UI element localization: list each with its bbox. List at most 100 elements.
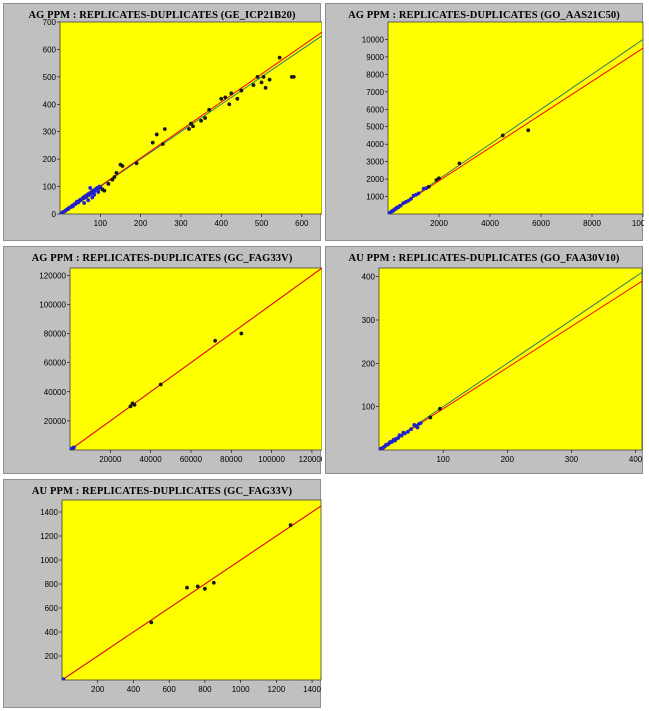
y-tick-label: 3000 <box>366 158 384 167</box>
x-tick-label: 400 <box>215 219 229 228</box>
y-tick-label: 1000 <box>366 193 384 202</box>
x-tick-label: 300 <box>565 455 579 464</box>
y-tick-label: 4000 <box>366 140 384 149</box>
y-tick-label: 6000 <box>366 105 384 114</box>
y-tick-label: 600 <box>45 604 59 613</box>
data-point <box>149 620 154 625</box>
data-point <box>132 402 137 407</box>
data-point <box>203 116 208 120</box>
chart-panel-1: AG PPM : REPLICATES-DUPLICATES (GE_ICP21… <box>3 3 322 241</box>
x-tick-label: 10000 <box>632 219 644 228</box>
x-tick-label: 500 <box>255 219 269 228</box>
data-point <box>437 176 441 181</box>
chart-panel-2: AG PPM : REPLICATES-DUPLICATES (GO_AAS21… <box>325 3 644 241</box>
x-tick-label: 400 <box>127 685 141 694</box>
scatter-chart-ag-aas21c50: 2000 4000 6000 8000 10000 1000 2000 3000 4000 500… <box>362 21 644 228</box>
x-tick-label: 1000 <box>232 685 250 694</box>
x-tick-label: 100 <box>94 219 108 228</box>
y-tick-label: 400 <box>362 273 376 282</box>
plot-area <box>59 21 322 215</box>
data-point <box>120 164 125 168</box>
x-tick-label: 1400 <box>303 685 321 694</box>
x-tick-label: 300 <box>174 219 188 228</box>
y-tick-label: 1000 <box>40 556 58 565</box>
data-point <box>399 433 404 438</box>
y-tick-label: 1200 <box>40 532 58 541</box>
chart-title: AU PPM : REPLICATES-DUPLICATES (GC_FAG33… <box>31 486 293 497</box>
data-point <box>106 181 111 186</box>
data-point <box>229 91 234 96</box>
data-point <box>199 118 203 123</box>
x-tick-label: 1200 <box>267 685 285 694</box>
chart-panel-4: AU PPM : REPLICATES-DUPLICATES (GO_FAA30… <box>325 246 643 474</box>
fit-line <box>388 47 643 214</box>
data-point <box>88 186 93 190</box>
y-tick-label: 100 <box>43 183 57 192</box>
data-point <box>500 133 505 138</box>
x-tick-label: 120000 <box>299 455 322 464</box>
data-point <box>291 74 296 79</box>
data-point <box>82 201 87 205</box>
one-to-one-line <box>379 271 642 450</box>
data-point <box>191 124 195 129</box>
data-point <box>128 404 133 409</box>
data-point <box>86 198 91 203</box>
data-point <box>213 338 218 343</box>
y-tick-label: 0 <box>52 210 57 219</box>
data-point <box>416 191 421 196</box>
x-tick-label: 600 <box>295 219 309 228</box>
data-point <box>261 74 266 79</box>
scatter-chart-ag-icp21b20: 100 200 300 400 500 600 0 100 200 300 400 500 600 700 <box>43 18 322 228</box>
y-tick-label: 100000 <box>39 300 66 309</box>
data-point <box>277 55 282 60</box>
y-tick-label: 40000 <box>44 388 67 397</box>
x-tick-label: 4000 <box>481 219 499 228</box>
y-tick-label: 80000 <box>44 330 67 339</box>
y-tick-label: 400 <box>45 628 59 637</box>
data-point <box>110 177 115 182</box>
data-point <box>263 85 268 90</box>
data-point <box>134 161 139 166</box>
x-tick-label: 8000 <box>583 219 601 228</box>
data-point <box>267 77 272 82</box>
y-tick-label: 200 <box>362 359 376 368</box>
data-point <box>426 184 431 189</box>
data-point <box>211 580 216 585</box>
y-tick-label: 800 <box>45 580 59 589</box>
chart-title: AG PPM : REPLICATES-DUPLICATES (GO_AAS21… <box>348 10 620 21</box>
data-point <box>227 102 232 107</box>
x-tick-label: 2000 <box>430 219 448 228</box>
data-point <box>251 83 256 87</box>
y-tick-label: 120000 <box>39 271 66 280</box>
data-point <box>398 203 403 208</box>
data-point <box>255 74 260 79</box>
data-point <box>223 95 228 100</box>
data-point <box>62 677 66 680</box>
data-point <box>409 196 413 201</box>
data-point <box>415 425 420 430</box>
x-tick-label: 60000 <box>180 455 203 464</box>
data-point <box>189 121 193 126</box>
chart-title: AG PPM : REPLICATES-DUPLICATES (GE_ICP21… <box>28 10 296 21</box>
y-tick-label: 100 <box>362 403 376 412</box>
data-point <box>162 127 167 131</box>
x-tick-label: 20000 <box>99 455 122 464</box>
y-tick-label: 400 <box>43 100 57 109</box>
data-point <box>402 431 407 436</box>
x-tick-label: 200 <box>91 685 105 694</box>
scatter-chart-au-faa30v10: 100 200 300 400 100 200 300 400 <box>362 267 643 464</box>
x-tick-label: 600 <box>162 685 176 694</box>
data-point <box>102 188 107 193</box>
data-point <box>92 192 97 197</box>
data-point <box>207 107 212 112</box>
data-point <box>195 584 200 589</box>
data-point <box>150 140 155 145</box>
chart-title: AG PPM : REPLICATES-DUPLICATES (GC_FAG33… <box>31 253 293 264</box>
y-tick-label: 200 <box>43 155 57 164</box>
chart-title: AU PPM : REPLICATES-DUPLICATES (GO_FAA30… <box>348 253 620 264</box>
data-point <box>187 127 191 131</box>
data-point <box>185 585 189 590</box>
x-tick-label: 800 <box>198 685 212 694</box>
x-tick-label: 6000 <box>532 219 550 228</box>
data-point <box>239 88 244 93</box>
